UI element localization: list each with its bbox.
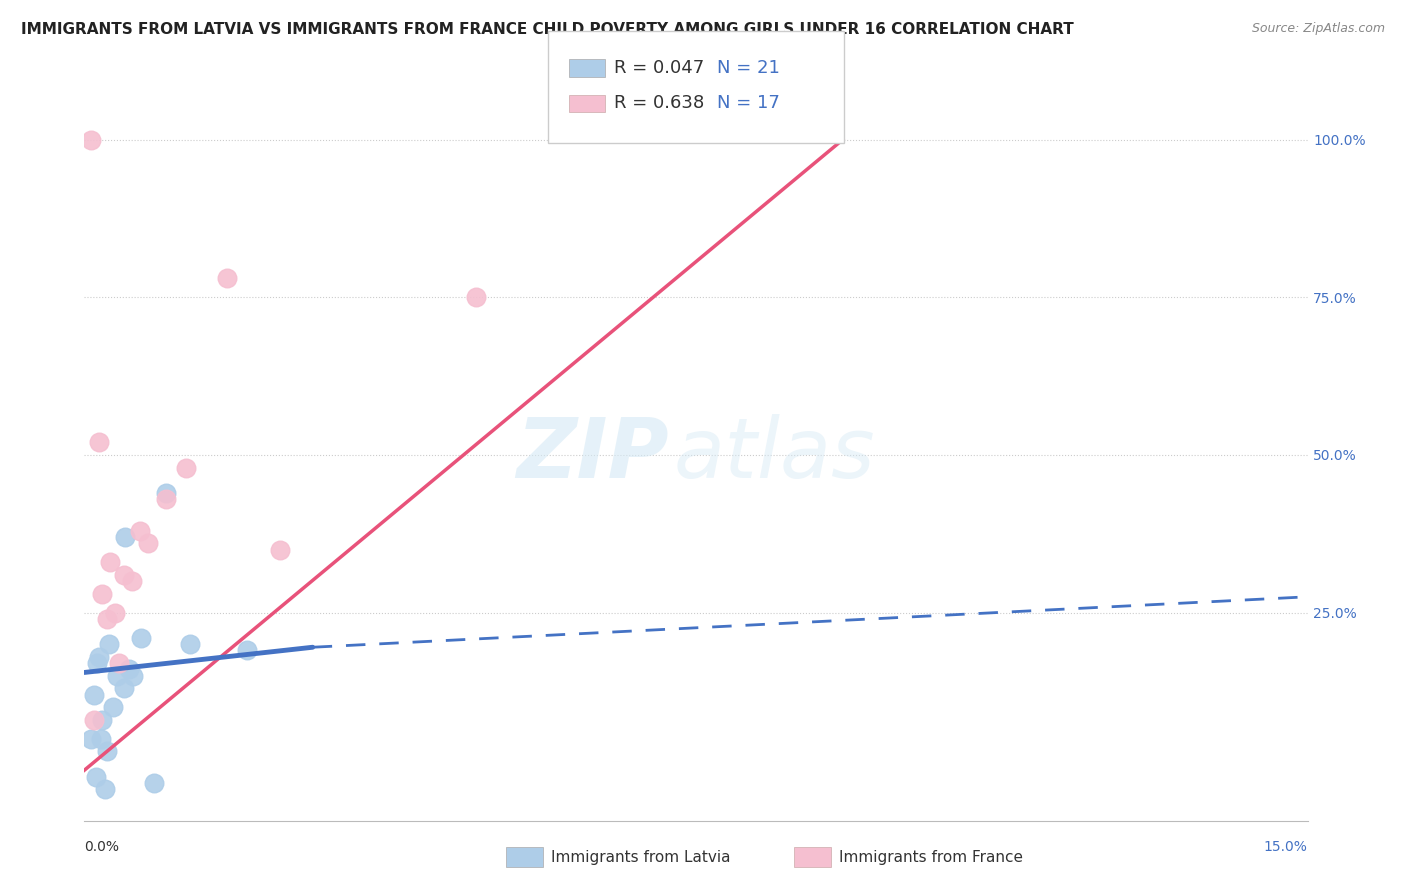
Point: [80, 133, 103, 147]
Point: [90, 731, 112, 746]
Text: ZIP: ZIP: [516, 415, 669, 495]
Point: [118, 662, 141, 676]
Point: [86, 656, 108, 670]
Point: [236, 643, 259, 657]
Point: [83, 688, 105, 702]
Point: [131, 631, 153, 645]
Point: [97, 637, 120, 651]
Point: [91, 713, 114, 727]
Point: [96, 744, 118, 758]
Point: [179, 637, 201, 651]
Point: [80, 731, 103, 746]
Point: [136, 536, 159, 550]
Text: atlas: atlas: [673, 415, 876, 495]
Point: [155, 485, 177, 500]
Text: N = 17: N = 17: [717, 95, 780, 112]
Point: [105, 668, 128, 682]
Text: Immigrants from Latvia: Immigrants from Latvia: [551, 850, 731, 864]
Point: [83, 713, 105, 727]
Point: [91, 587, 114, 601]
Text: IMMIGRANTS FROM LATVIA VS IMMIGRANTS FROM FRANCE CHILD POVERTY AMONG GIRLS UNDER: IMMIGRANTS FROM LATVIA VS IMMIGRANTS FRO…: [21, 22, 1074, 37]
Point: [174, 460, 197, 475]
Point: [96, 612, 118, 626]
Text: N = 21: N = 21: [717, 59, 780, 77]
Text: Source: ZipAtlas.com: Source: ZipAtlas.com: [1251, 22, 1385, 36]
Point: [87, 649, 110, 664]
Text: 0.0%: 0.0%: [84, 839, 120, 854]
Point: [155, 491, 177, 506]
Point: [101, 700, 124, 714]
Point: [464, 290, 486, 304]
Point: [100, 555, 122, 569]
Point: [114, 530, 136, 544]
Point: [87, 435, 110, 450]
Text: Immigrants from France: Immigrants from France: [839, 850, 1024, 864]
Point: [112, 681, 135, 696]
Point: [121, 574, 143, 588]
Point: [217, 271, 239, 285]
Point: [269, 542, 291, 557]
Point: [107, 656, 129, 670]
Point: [142, 776, 165, 790]
Point: [104, 606, 127, 620]
Point: [112, 567, 135, 582]
Point: [84, 770, 107, 784]
Text: R = 0.638: R = 0.638: [614, 95, 704, 112]
Point: [128, 524, 150, 538]
Text: R = 0.047: R = 0.047: [614, 59, 704, 77]
Point: [93, 782, 115, 797]
Point: [122, 668, 145, 682]
Text: 15.0%: 15.0%: [1264, 839, 1308, 854]
